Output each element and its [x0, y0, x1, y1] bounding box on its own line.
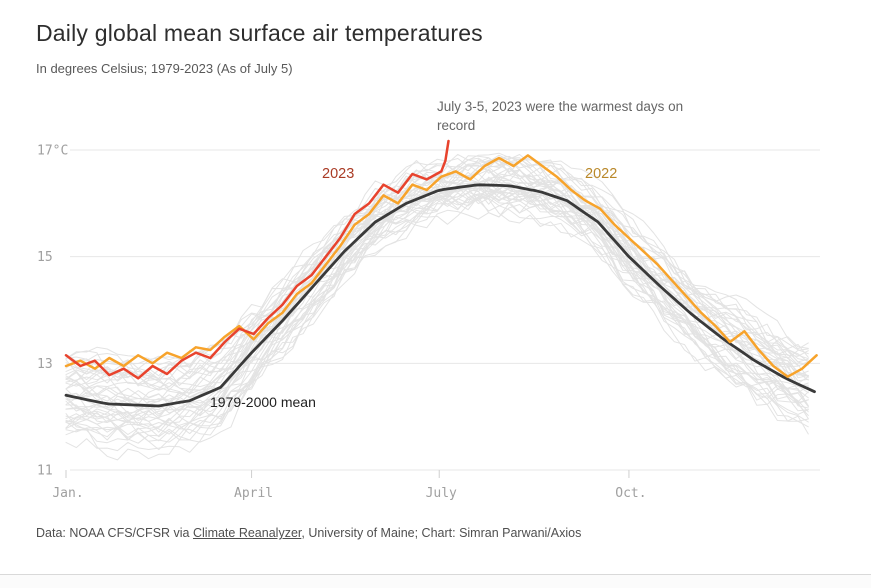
series-label-2022: 2022 [585, 166, 618, 182]
background-year-line [65, 200, 809, 451]
source-credit: Data: NOAA CFS/CFSR via Climate Reanalyz… [36, 526, 581, 540]
y-axis-label: 13 [37, 357, 53, 372]
series-label-1979-2000-mean: 1979-2000 mean [210, 394, 316, 410]
line-2022 [64, 154, 818, 378]
x-axis-label: Jan. [52, 486, 83, 501]
y-axis-label: 11 [37, 464, 53, 479]
x-axis-label: April [234, 486, 273, 501]
line-2023 [64, 139, 450, 380]
background-year-line [65, 167, 809, 405]
background-year-line [65, 179, 809, 406]
background-year-line [65, 178, 809, 426]
x-axis-label: Oct. [615, 486, 646, 501]
y-axis-label: 17°C [37, 144, 68, 159]
x-axis-label: July [426, 486, 457, 501]
background-year-line [65, 155, 809, 368]
source-credit-prefix: Data: NOAA CFS/CFSR via [36, 526, 193, 540]
mean-line [64, 183, 816, 408]
y-axis-label: 15 [37, 250, 53, 265]
background-year-line [65, 153, 809, 379]
record-days-annotation: July 3-5, 2023 were the warmest days on … [437, 99, 684, 133]
temperature-line-chart: 17°C 15 13 11 Jan. April July Oct. [37, 139, 820, 501]
series-label-2023: 2023 [322, 166, 355, 182]
bottom-divider [0, 574, 871, 588]
chart-title: Daily global mean surface air temperatur… [36, 20, 483, 46]
chart-subtitle: In degrees Celsius; 1979-2023 (As of Jul… [36, 61, 293, 76]
background-year-line [65, 164, 809, 391]
background-year-line [65, 154, 809, 383]
background-year-line [65, 176, 809, 402]
background-year-line [65, 158, 809, 379]
source-credit-suffix: , University of Maine; Chart: Simran Par… [301, 526, 582, 540]
background-year-line [65, 185, 809, 443]
background-year-line [65, 176, 809, 415]
climate-reanalyzer-link[interactable]: Climate Reanalyzer [192, 526, 302, 540]
